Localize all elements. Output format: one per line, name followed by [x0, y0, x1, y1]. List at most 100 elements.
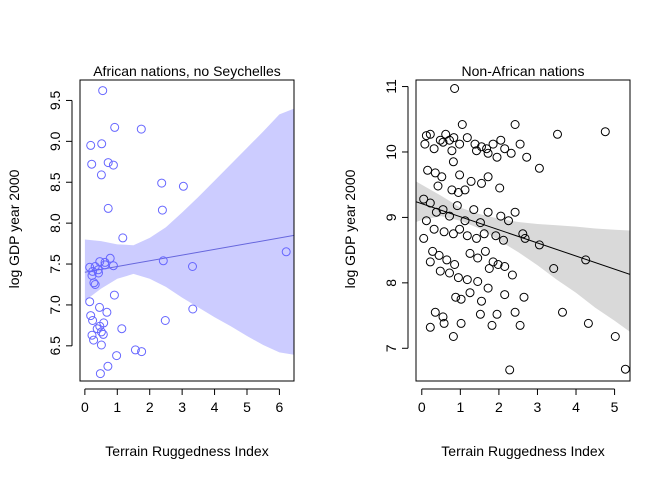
data-point: [504, 216, 513, 226]
plot-frame: [79, 79, 295, 382]
data-point: [456, 318, 466, 328]
data-point: [88, 316, 98, 325]
data-point: [450, 260, 460, 269]
panel-title: African nations, no Seychelles: [93, 63, 281, 79]
data-point: [423, 165, 433, 175]
data-point: [90, 280, 100, 289]
data-point: [515, 320, 525, 330]
data-point: [102, 307, 112, 317]
y-tick-label: 9: [383, 213, 399, 221]
data-point: [89, 335, 99, 345]
data-point: [484, 264, 494, 273]
data-point: [435, 135, 445, 145]
y-tick-label: 9.0: [47, 131, 63, 151]
data-point: [581, 255, 591, 265]
x-tick-label: 4: [211, 399, 219, 415]
data-point: [188, 304, 198, 314]
data-point: [137, 347, 147, 357]
data-point: [103, 203, 113, 213]
data-point: [479, 229, 489, 239]
data-point: [455, 139, 465, 149]
data-point: [583, 318, 593, 328]
y-tick-label: 10: [383, 144, 399, 160]
data-point: [99, 318, 109, 328]
y-tick-label: 8.5: [47, 172, 63, 192]
data-point: [472, 233, 481, 243]
data-point: [483, 148, 493, 158]
x-axis-label: Terrain Ruggedness Index: [441, 443, 604, 459]
y-tick-label: 6.5: [47, 336, 63, 356]
data-point: [442, 255, 452, 265]
data-point: [419, 194, 429, 204]
data-point: [470, 139, 480, 149]
data-point: [157, 205, 167, 215]
data-point: [435, 266, 445, 276]
x-tick-label: 1: [456, 399, 464, 415]
x-tick-label: 4: [572, 399, 580, 415]
data-point: [457, 120, 467, 129]
data-point: [600, 127, 610, 137]
data-point: [431, 207, 441, 217]
data-point: [94, 268, 103, 278]
data-point: [610, 332, 620, 341]
data-point: [477, 178, 486, 188]
data-point: [86, 140, 96, 150]
x-tick-label: 1: [113, 399, 121, 415]
x-tick-label: 3: [178, 399, 186, 415]
data-point: [188, 262, 197, 271]
data-point: [483, 172, 493, 182]
data-point: [85, 297, 95, 307]
data-point: [434, 250, 444, 260]
data-point: [620, 364, 630, 374]
data-point: [98, 329, 108, 339]
data-point: [500, 290, 510, 300]
data-point: [136, 124, 146, 134]
data-point: [430, 168, 440, 178]
data-point: [105, 253, 115, 263]
data-point: [449, 133, 459, 143]
data-point: [455, 170, 465, 180]
data-point: [510, 120, 520, 129]
data-point: [430, 307, 440, 317]
data-point: [425, 322, 435, 332]
data-point: [496, 135, 506, 145]
data-point: [477, 142, 486, 152]
regression-line: [84, 234, 294, 273]
x-tick-label: 5: [243, 399, 251, 415]
data-point: [460, 185, 470, 195]
data-point: [491, 231, 501, 241]
data-point: [534, 163, 544, 173]
data-point: [445, 211, 454, 221]
data-point: [448, 332, 458, 341]
data-point: [452, 201, 462, 211]
data-point: [456, 294, 466, 304]
data-point: [505, 365, 515, 375]
data-point: [492, 152, 502, 162]
y-tick-label: 8.0: [47, 213, 63, 233]
data-point: [445, 268, 454, 278]
data-point: [425, 129, 435, 139]
data-point: [510, 207, 520, 217]
data-point: [95, 257, 105, 267]
data-point: [425, 257, 435, 267]
panel-title: Non-African nations: [462, 63, 585, 79]
data-point: [439, 227, 449, 237]
data-point: [506, 148, 516, 158]
data-point: [419, 233, 429, 243]
data-point: [421, 131, 431, 141]
y-axis-label: log GDP year 2000: [6, 169, 22, 288]
data-point: [98, 86, 108, 96]
data-point: [465, 248, 475, 258]
data-point: [477, 296, 486, 306]
data-point: [499, 235, 508, 245]
data-point: [428, 246, 438, 256]
data-point: [89, 278, 99, 288]
data-point: [460, 216, 470, 226]
confidence-band: [416, 181, 630, 332]
x-tick-label: 2: [146, 399, 154, 415]
data-point: [488, 257, 498, 267]
data-point: [475, 309, 485, 319]
data-point: [437, 172, 447, 182]
data-point: [445, 135, 454, 145]
